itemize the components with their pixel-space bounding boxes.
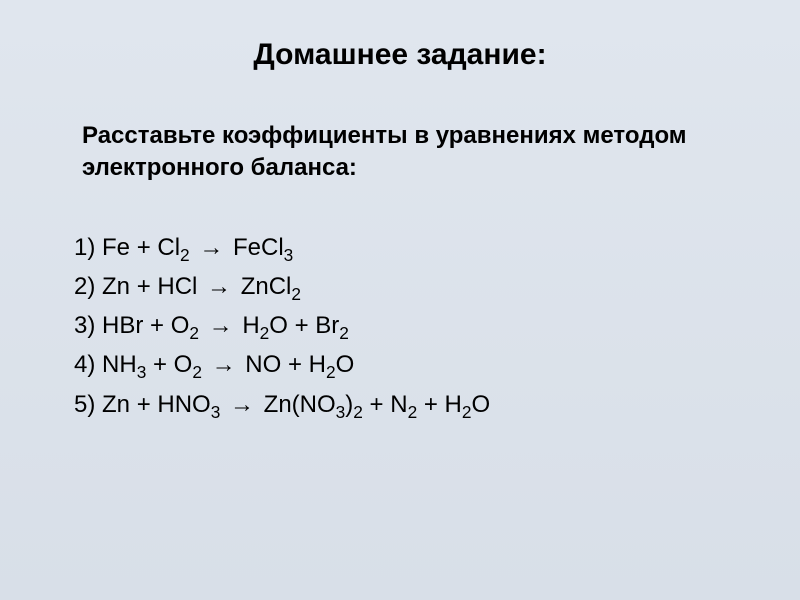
slide-subtitle: Расставьте коэффициенты в уравнениях мет… — [70, 120, 730, 185]
equation-list: 1) Fe + Cl2 → FeCl3 2) Zn + HCl → ZnCl2 … — [70, 229, 730, 423]
equation-item: 3) HBr + O2 → H2O + Br2 — [74, 307, 730, 344]
equation-item: 1) Fe + Cl2 → FeCl3 — [74, 229, 730, 266]
equation-number: 1) — [74, 234, 95, 261]
slide-container: Домашнее задание: Расставьте коэффициент… — [0, 0, 800, 600]
equation-number: 2) — [74, 273, 95, 300]
equation-item: 4) NH3 + O2 → NO + H2O — [74, 346, 730, 383]
equation-formula: NH3 + O2 → NO + H2O — [102, 351, 354, 378]
equation-formula: Zn + HCl → ZnCl2 — [102, 273, 301, 300]
equation-number: 3) — [74, 312, 95, 339]
equation-number: 4) — [74, 351, 95, 378]
equation-formula: Fe + Cl2 → FeCl3 — [102, 234, 293, 261]
equation-item: 5) Zn + HNO3 → Zn(NO3)2 + N2 + H2O — [74, 386, 730, 423]
equation-number: 5) — [74, 391, 95, 418]
equation-formula: HBr + O2 → H2O + Br2 — [102, 312, 349, 339]
equation-formula: Zn + HNO3 → Zn(NO3)2 + N2 + H2O — [102, 391, 490, 418]
equation-item: 2) Zn + HCl → ZnCl2 — [74, 268, 730, 305]
slide-title: Домашнее задание: — [70, 38, 730, 72]
